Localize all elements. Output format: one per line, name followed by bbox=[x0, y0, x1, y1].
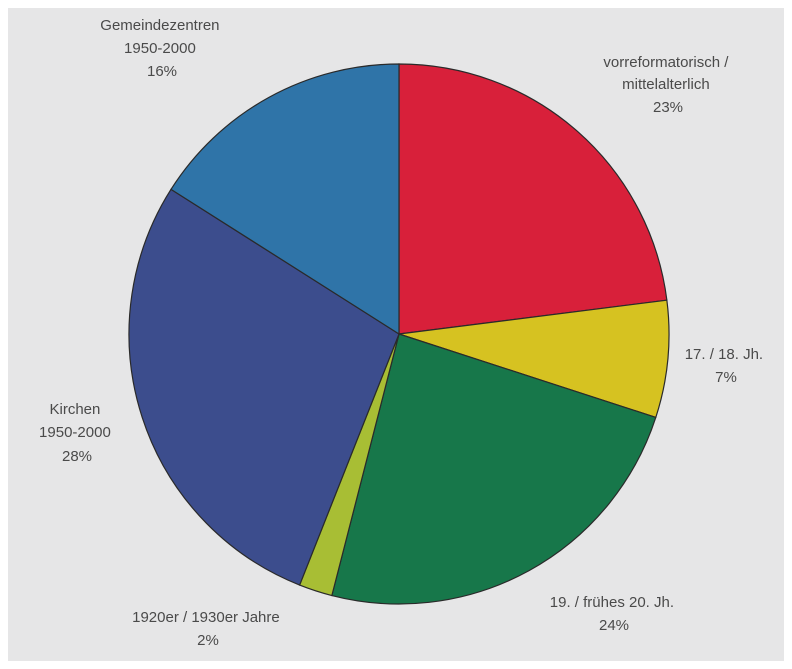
slice-label-17-18-jh: 17. / 18. Jh. 7% bbox=[685, 346, 768, 386]
slice-label-gemeindezentren: Gemeindezentren 1950-2000 16% bbox=[100, 17, 223, 80]
slice-label-vorreformatorisch: vorreformatorisch / mittelalterlich 23% bbox=[603, 54, 732, 116]
slice-label-19-fruehes-20-jh: 19. / frühes 20. Jh. 24% bbox=[550, 594, 678, 634]
pie-slice-5 bbox=[170, 63, 400, 336]
slice-label-1920er-1930er: 1920er / 1930er Jahre 2% bbox=[132, 609, 284, 649]
pie-slice-1 bbox=[398, 299, 670, 419]
slice-label-kirchen: Kirchen 1950-2000 28% bbox=[39, 401, 115, 465]
pie-slices bbox=[128, 63, 670, 605]
pie-labels: vorreformatorisch / mittelalterlich 23% … bbox=[39, 17, 768, 649]
pie-slice-4 bbox=[128, 188, 400, 586]
pie-slice-0 bbox=[398, 63, 668, 335]
pie-slice-2 bbox=[331, 333, 657, 605]
